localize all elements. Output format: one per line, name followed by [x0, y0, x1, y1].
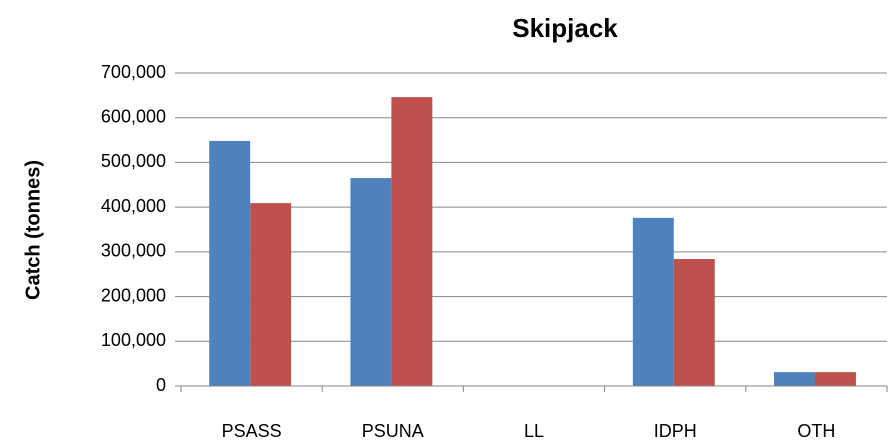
y-tick-label: 600,000: [101, 106, 166, 126]
bar: [391, 97, 433, 386]
bar: [673, 259, 715, 386]
x-tick-label: LL: [524, 421, 544, 441]
x-tick-label: IDPH: [654, 421, 697, 441]
y-tick-label: 700,000: [101, 62, 166, 82]
x-tick-label: PSUNA: [362, 421, 424, 441]
y-tick-label: 400,000: [101, 196, 166, 216]
bar: [250, 203, 292, 386]
bar: [209, 140, 251, 386]
y-tick-label: 0: [156, 375, 166, 395]
y-tick-label: 500,000: [101, 151, 166, 171]
y-tick-label: 300,000: [101, 241, 166, 261]
bar: [632, 217, 674, 386]
x-tick-label: OTH: [797, 421, 835, 441]
x-tick-label: PSASS: [222, 421, 282, 441]
y-tick-label: 100,000: [101, 330, 166, 350]
bar: [350, 178, 392, 386]
bar: [814, 372, 856, 386]
bar: [774, 372, 815, 386]
y-tick-label: 200,000: [101, 285, 166, 305]
y-axis-label: Catch (tonnes): [22, 160, 44, 300]
chart-title: Skipjack: [512, 13, 618, 43]
